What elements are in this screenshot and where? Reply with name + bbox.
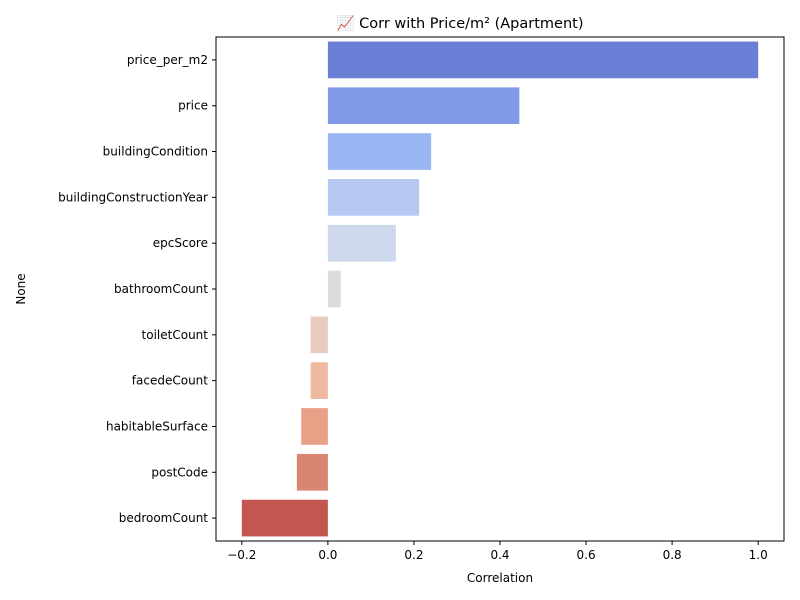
bar-bathroom-count [327, 270, 341, 308]
y-tick-label: toiletCount [142, 328, 209, 342]
y-tick-label: buildingCondition [103, 145, 208, 159]
x-tick-label: 0.4 [490, 548, 509, 562]
y-tick-label: epcScore [153, 236, 208, 250]
bar-building-construction-year [327, 179, 420, 216]
plot-frame [215, 36, 785, 542]
y-tick-label: buildingConstructionYear [58, 190, 208, 204]
chart-title: 📈 Corr with Price/m² (Apartment) [336, 14, 583, 32]
y-tick-label: bathroomCount [114, 282, 208, 296]
bar-bedroom-count [241, 499, 328, 537]
bar-facede-count [310, 362, 328, 399]
bars-group [241, 41, 759, 537]
x-axis-ticks: −0.2 0.0 0.2 0.4 0.6 0.8 1.0 [227, 541, 768, 562]
x-tick-label: 0.8 [663, 548, 682, 562]
bar-epc-score [327, 224, 396, 262]
x-tick-label: 0.6 [577, 548, 596, 562]
bar-price-per-m2 [327, 41, 759, 79]
x-tick-label: 0.0 [318, 548, 337, 562]
bar-price [327, 87, 520, 125]
y-tick-label: facedeCount [132, 374, 208, 388]
x-tick-label: −0.2 [227, 548, 256, 562]
y-tick-label: price_per_m2 [127, 53, 208, 67]
x-tick-label: 0.2 [404, 548, 423, 562]
bar-building-condition [327, 133, 432, 170]
bar-toilet-count [310, 316, 328, 354]
y-axis-label: None [14, 273, 28, 304]
bar-habitable-surface [301, 408, 328, 445]
y-tick-label: postCode [151, 465, 208, 479]
y-tick-label: price [178, 99, 208, 113]
y-tick-label: habitableSurface [106, 419, 208, 433]
y-tick-label: bedroomCount [119, 511, 209, 525]
bar-post-code [296, 453, 328, 491]
x-tick-label: 1.0 [749, 548, 768, 562]
x-axis-label: Correlation [467, 571, 533, 585]
